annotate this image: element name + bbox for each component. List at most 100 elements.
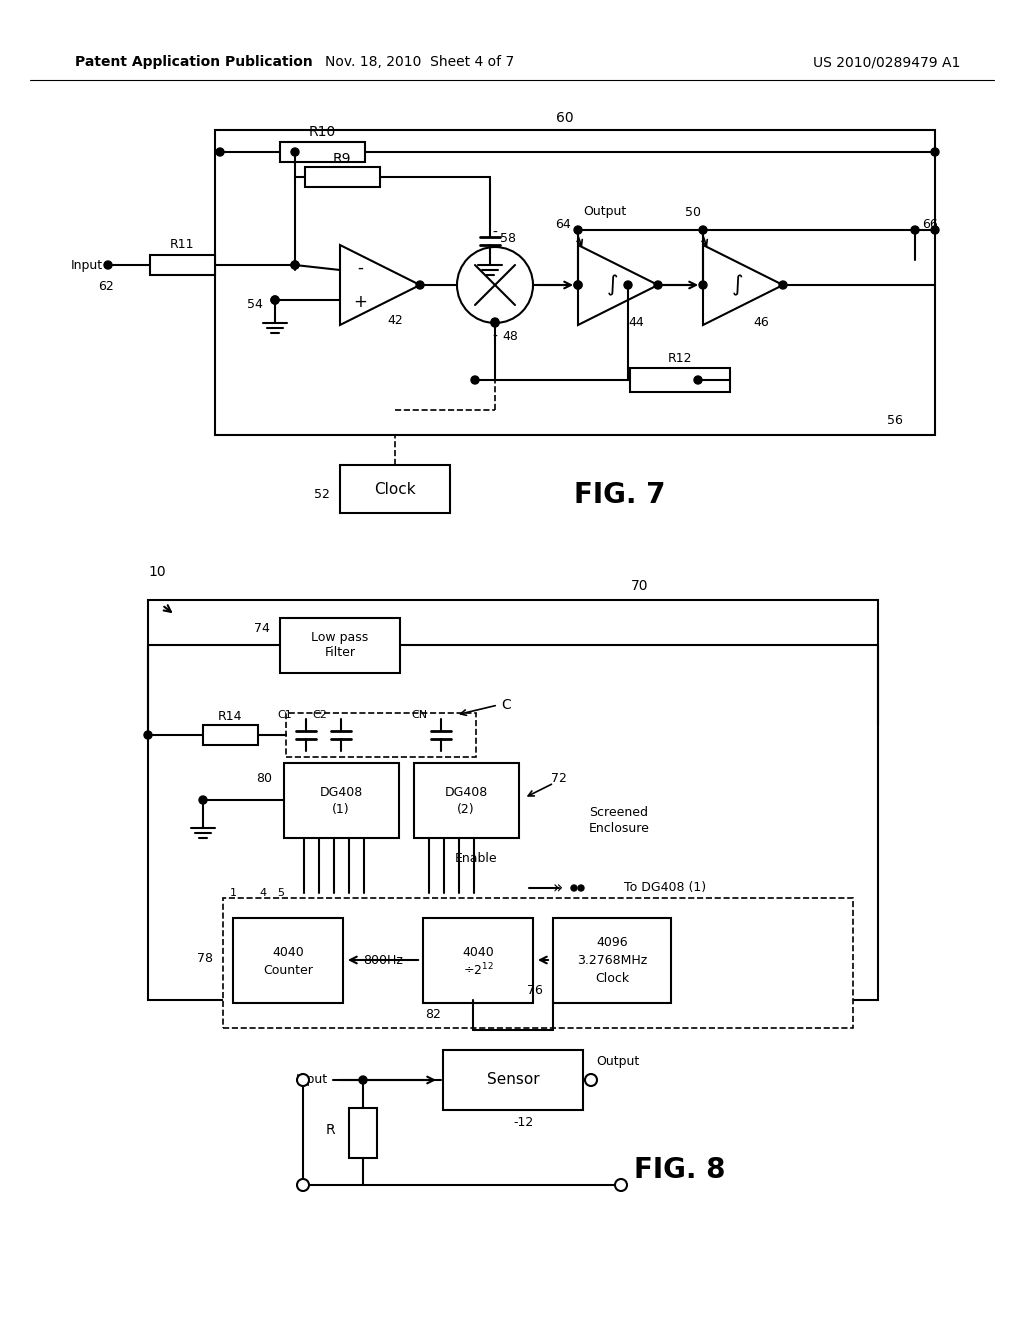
Text: Nov. 18, 2010  Sheet 4 of 7: Nov. 18, 2010 Sheet 4 of 7	[326, 55, 515, 69]
Text: Enclosure: Enclosure	[589, 821, 650, 834]
Text: 72: 72	[551, 771, 567, 784]
Text: Filter: Filter	[325, 647, 355, 660]
Text: R10: R10	[308, 125, 336, 139]
Text: Enable: Enable	[455, 851, 498, 865]
Circle shape	[574, 226, 582, 234]
Text: »: »	[552, 879, 562, 898]
Bar	[284, 763, 399, 838]
Text: 4040: 4040	[462, 945, 494, 958]
Bar	[630, 368, 730, 392]
Text: 66: 66	[923, 219, 938, 231]
Bar	[150, 255, 215, 275]
Text: Clock: Clock	[374, 482, 416, 496]
Text: 64: 64	[555, 218, 570, 231]
Text: Input: Input	[71, 259, 103, 272]
Text: C: C	[501, 698, 511, 711]
Text: Low pass: Low pass	[311, 631, 369, 644]
Circle shape	[199, 796, 207, 804]
Text: Output: Output	[583, 206, 627, 219]
Text: 1: 1	[229, 888, 237, 898]
Circle shape	[911, 226, 919, 234]
Circle shape	[779, 281, 787, 289]
Circle shape	[694, 376, 702, 384]
Circle shape	[297, 1074, 309, 1086]
Text: 82: 82	[425, 1008, 441, 1022]
Bar	[148, 601, 878, 1001]
Circle shape	[615, 1179, 627, 1191]
Text: DG408: DG408	[319, 785, 362, 799]
Text: R11: R11	[170, 239, 195, 252]
Bar	[233, 917, 343, 1003]
Circle shape	[699, 281, 707, 289]
Bar	[215, 129, 935, 436]
Text: 78: 78	[197, 952, 213, 965]
Text: 800Hz: 800Hz	[364, 953, 402, 966]
Text: 4: 4	[259, 888, 266, 898]
Circle shape	[931, 148, 939, 156]
Text: 10: 10	[148, 565, 166, 579]
Bar	[280, 618, 400, 673]
Text: R9: R9	[333, 152, 351, 166]
Text: Input: Input	[296, 1073, 328, 1086]
Text: Sensor: Sensor	[486, 1072, 540, 1088]
Bar	[305, 168, 380, 187]
Circle shape	[585, 1074, 597, 1086]
Text: R12: R12	[668, 351, 692, 364]
Text: ∫: ∫	[732, 275, 743, 296]
Bar	[280, 143, 365, 162]
Circle shape	[699, 226, 707, 234]
Text: -12: -12	[513, 1115, 534, 1129]
Circle shape	[216, 148, 224, 156]
Text: 74: 74	[254, 622, 270, 635]
Text: 48: 48	[502, 330, 518, 343]
Circle shape	[291, 261, 299, 269]
Circle shape	[271, 296, 279, 304]
Text: $\div 2^{12}$: $\div 2^{12}$	[463, 962, 494, 978]
Text: Output: Output	[596, 1056, 639, 1068]
Text: -: -	[493, 330, 498, 345]
Circle shape	[271, 296, 279, 304]
Text: Patent Application Publication: Patent Application Publication	[75, 55, 312, 69]
Text: 58: 58	[500, 232, 516, 246]
Text: 60: 60	[556, 111, 573, 125]
Text: -: -	[493, 226, 498, 240]
Circle shape	[490, 318, 499, 326]
Circle shape	[416, 281, 424, 289]
Bar	[443, 1049, 583, 1110]
Text: FIG. 8: FIG. 8	[634, 1156, 726, 1184]
Text: C1: C1	[278, 710, 292, 719]
Circle shape	[490, 319, 499, 327]
Bar	[553, 917, 671, 1003]
Circle shape	[291, 148, 299, 156]
Text: R: R	[326, 1123, 335, 1137]
Circle shape	[291, 261, 299, 269]
Text: 56: 56	[887, 413, 903, 426]
Text: 70: 70	[631, 579, 649, 593]
Text: Counter: Counter	[263, 964, 313, 977]
Text: To DG408 (1): To DG408 (1)	[624, 882, 707, 895]
Text: 54: 54	[247, 298, 263, 312]
Bar	[203, 725, 258, 744]
Text: C2: C2	[312, 710, 327, 719]
Text: FIG. 7: FIG. 7	[574, 480, 666, 510]
Circle shape	[578, 884, 584, 891]
Text: US 2010/0289479 A1: US 2010/0289479 A1	[813, 55, 961, 69]
Bar	[414, 763, 519, 838]
Bar	[340, 465, 450, 513]
Text: 42: 42	[387, 314, 402, 326]
Circle shape	[359, 1076, 367, 1084]
Text: -: -	[357, 259, 362, 277]
Circle shape	[471, 376, 479, 384]
Circle shape	[574, 281, 582, 289]
Text: (1): (1)	[332, 804, 350, 817]
Circle shape	[571, 884, 577, 891]
Circle shape	[931, 226, 939, 234]
Text: (2): (2)	[457, 804, 475, 817]
Text: +: +	[353, 293, 367, 312]
Circle shape	[297, 1179, 309, 1191]
Bar	[349, 1107, 377, 1158]
Text: ∫: ∫	[607, 275, 618, 296]
Text: 52: 52	[314, 487, 330, 500]
Bar	[423, 917, 534, 1003]
Circle shape	[624, 281, 632, 289]
